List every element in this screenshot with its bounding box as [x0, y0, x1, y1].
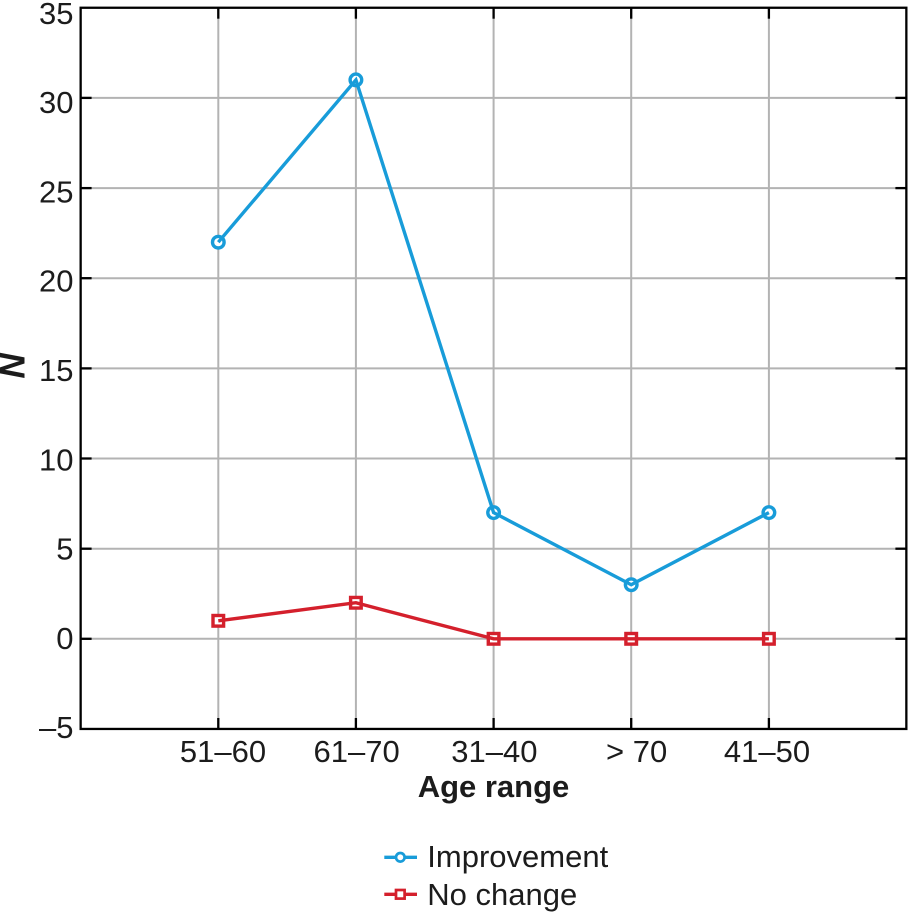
svg-text:No change: No change — [427, 877, 577, 912]
svg-text:30: 30 — [39, 85, 73, 120]
svg-text:0: 0 — [56, 621, 73, 656]
svg-text:10: 10 — [39, 442, 73, 477]
svg-text:41–50: 41–50 — [724, 734, 810, 769]
svg-text:61–70: 61–70 — [313, 734, 399, 769]
svg-text:25: 25 — [39, 174, 73, 209]
svg-text:Improvement: Improvement — [427, 839, 608, 874]
svg-text:Age range: Age range — [418, 769, 570, 804]
svg-text:35: 35 — [39, 0, 73, 31]
svg-text:5: 5 — [56, 532, 73, 567]
svg-text:N: N — [0, 353, 33, 379]
svg-text:31–40: 31–40 — [451, 734, 537, 769]
svg-text:51–60: 51–60 — [180, 734, 266, 769]
svg-text:> 70: > 70 — [606, 734, 667, 769]
svg-text:15: 15 — [39, 353, 73, 388]
svg-text:–5: –5 — [39, 710, 73, 745]
svg-text:20: 20 — [39, 264, 73, 299]
